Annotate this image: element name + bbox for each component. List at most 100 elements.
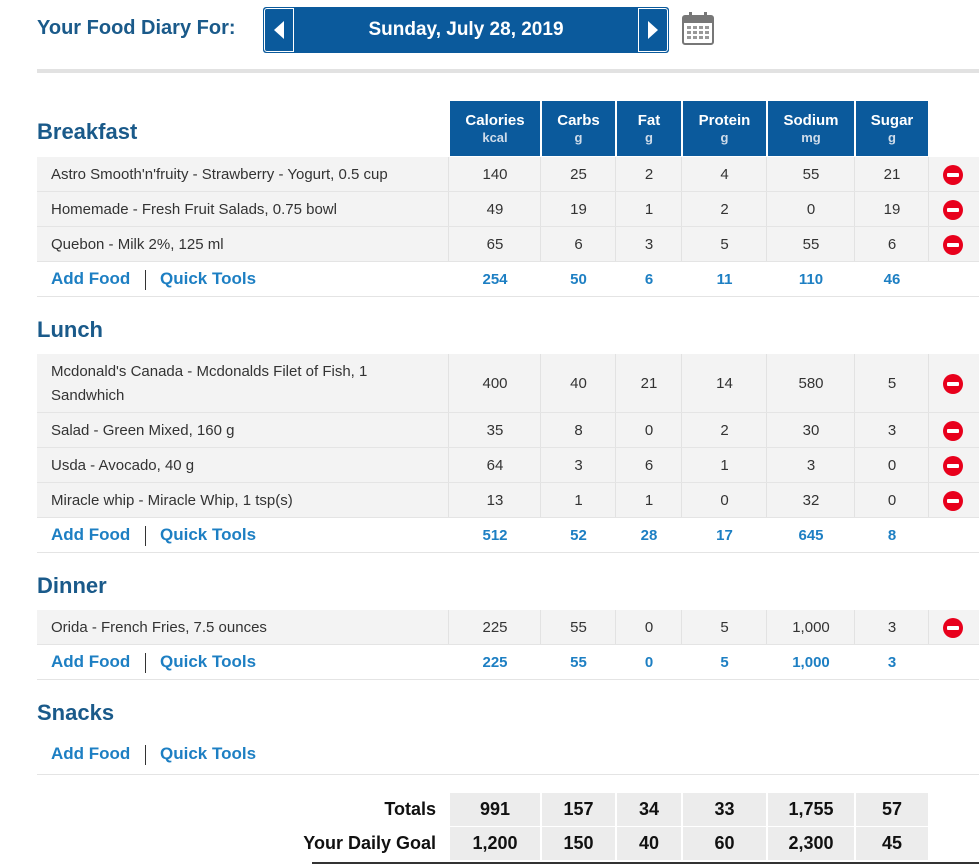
- diary-header: Your Food Diary For: Sunday, July 28, 20…: [37, 7, 979, 53]
- cell-divider: [681, 483, 682, 517]
- total-protein: 11: [716, 271, 733, 288]
- cell-divider: [766, 413, 767, 447]
- total-fat: 28: [640, 527, 658, 544]
- cell-sodium: 55: [802, 165, 820, 183]
- food-name[interactable]: Orida - French Fries, 7.5 ounces: [51, 619, 267, 636]
- cell-divider: [766, 483, 767, 517]
- cell-divider: [615, 413, 616, 447]
- cell-calories: 65: [486, 235, 504, 253]
- column-header-protein: Protein g: [683, 101, 766, 156]
- add-food-link-lunch[interactable]: Add Food: [51, 525, 131, 544]
- column-unit: g: [888, 130, 896, 145]
- remove-food-icon[interactable]: [943, 455, 963, 476]
- food-name[interactable]: Mcdonald's Canada - Mcdonalds Filet of F…: [51, 363, 368, 404]
- cell-divider: [854, 354, 855, 412]
- column-unit: g: [574, 130, 583, 145]
- cell-divider: [854, 448, 855, 482]
- cell-divider: [681, 610, 682, 644]
- cell-protein: 14: [716, 374, 733, 392]
- chevron-left-icon: [274, 21, 284, 39]
- cell-sugar: 6: [887, 235, 897, 253]
- cell-divider: [766, 448, 767, 482]
- column-name: Sodium: [783, 112, 839, 129]
- cell-fat: 2: [644, 165, 654, 183]
- food-name[interactable]: Quebon - Milk 2%, 125 ml: [51, 236, 224, 253]
- quick-tools-link-lunch[interactable]: Quick Tools: [160, 525, 257, 544]
- cell-fat: 1: [644, 200, 654, 218]
- cell-divider: [540, 227, 541, 261]
- total-fat: 0: [644, 654, 654, 671]
- cell-divider: [540, 483, 541, 517]
- cell-calories: 64: [486, 456, 504, 474]
- cell-carbs: 55: [570, 618, 587, 636]
- cell-divider: [928, 192, 929, 226]
- cell-sugar: 5: [887, 374, 897, 392]
- remove-food-icon[interactable]: [943, 420, 963, 441]
- cell-divider: [928, 227, 929, 261]
- daily-goal-carbs: 150: [542, 827, 615, 860]
- cell-divider: [854, 157, 855, 191]
- meal-title-lunch: Lunch: [37, 317, 103, 342]
- cell-divider: [766, 157, 767, 191]
- cell-divider: [681, 448, 682, 482]
- quick-tools-link-dinner[interactable]: Quick Tools: [160, 652, 257, 671]
- cell-sodium: 3: [806, 456, 816, 474]
- food-name[interactable]: Usda - Avocado, 40 g: [51, 457, 195, 474]
- grand-total-fat: 34: [617, 793, 681, 826]
- calendar-icon[interactable]: [682, 12, 714, 45]
- add-food-link-snacks[interactable]: Add Food: [51, 744, 131, 763]
- daily-goal-label: Your Daily Goal: [303, 833, 436, 853]
- column-unit: mg: [801, 130, 821, 145]
- total-sodium: 1,000: [792, 654, 830, 671]
- cell-divider: [448, 610, 449, 644]
- grand-total-sugar: 57: [856, 793, 928, 826]
- add-food-link-breakfast[interactable]: Add Food: [51, 269, 131, 288]
- previous-day-button[interactable]: [264, 8, 294, 52]
- food-name[interactable]: Miracle whip - Miracle Whip, 1 tsp(s): [51, 492, 293, 509]
- add-food-link-dinner[interactable]: Add Food: [51, 652, 131, 671]
- cell-divider: [448, 192, 449, 226]
- cell-protein: 2: [720, 200, 729, 218]
- cell-divider: [615, 192, 616, 226]
- quick-tools-link-snacks[interactable]: Quick Tools: [160, 744, 257, 763]
- column-name: Protein: [698, 112, 751, 129]
- food-name[interactable]: Homemade - Fresh Fruit Salads, 0.75 bowl: [51, 201, 337, 218]
- column-name: Calories: [465, 112, 525, 129]
- remove-food-icon[interactable]: [943, 199, 963, 220]
- column-name: Carbs: [557, 112, 600, 129]
- cell-calories: 400: [482, 374, 508, 392]
- cell-carbs: 6: [574, 235, 583, 253]
- food-row: Orida - French Fries, 7.5 ounces 225 55 0 5 1…: [37, 610, 979, 645]
- cell-sugar: 3: [887, 421, 897, 439]
- remove-food-icon[interactable]: [943, 234, 963, 255]
- cell-sodium: 55: [802, 235, 820, 253]
- cell-carbs: 19: [570, 200, 587, 218]
- total-calories: 254: [482, 271, 508, 288]
- remove-food-icon[interactable]: [943, 617, 963, 638]
- food-row: Salad - Green Mixed, 160 g 35 8 0 2 30 3: [37, 413, 979, 448]
- grand-total-sodium: 1,755: [768, 793, 854, 826]
- cell-divider: [448, 413, 449, 447]
- cell-divider: [854, 610, 855, 644]
- column-unit: kcal: [482, 130, 508, 145]
- meal-totals-row: Add Food Quick Tools 512 52 28 17 645 8: [37, 518, 979, 553]
- quick-tools-link-breakfast[interactable]: Quick Tools: [160, 269, 257, 288]
- cell-fat: 21: [640, 374, 658, 392]
- remove-food-icon[interactable]: [943, 164, 963, 185]
- cell-divider: [854, 413, 855, 447]
- cell-carbs: 1: [574, 491, 583, 509]
- cell-sodium: 1,000: [792, 618, 830, 636]
- cell-divider: [854, 227, 855, 261]
- column-header-carbs: Carbs g: [542, 101, 615, 156]
- next-day-button[interactable]: [638, 8, 668, 52]
- current-date: Sunday, July 28, 2019: [368, 19, 564, 40]
- cell-calories: 35: [486, 421, 504, 439]
- remove-food-icon[interactable]: [943, 373, 963, 394]
- total-sugar: 46: [883, 271, 901, 288]
- food-name[interactable]: Astro Smooth'n'fruity - Strawberry - Yog…: [51, 166, 388, 183]
- remove-food-icon[interactable]: [943, 490, 963, 511]
- daily-goal-protein: 60: [683, 827, 766, 860]
- meal-totals-row: Add Food Quick Tools 254 50 6 11 110 46: [37, 262, 979, 297]
- food-name[interactable]: Salad - Green Mixed, 160 g: [51, 422, 235, 439]
- cell-divider: [766, 610, 767, 644]
